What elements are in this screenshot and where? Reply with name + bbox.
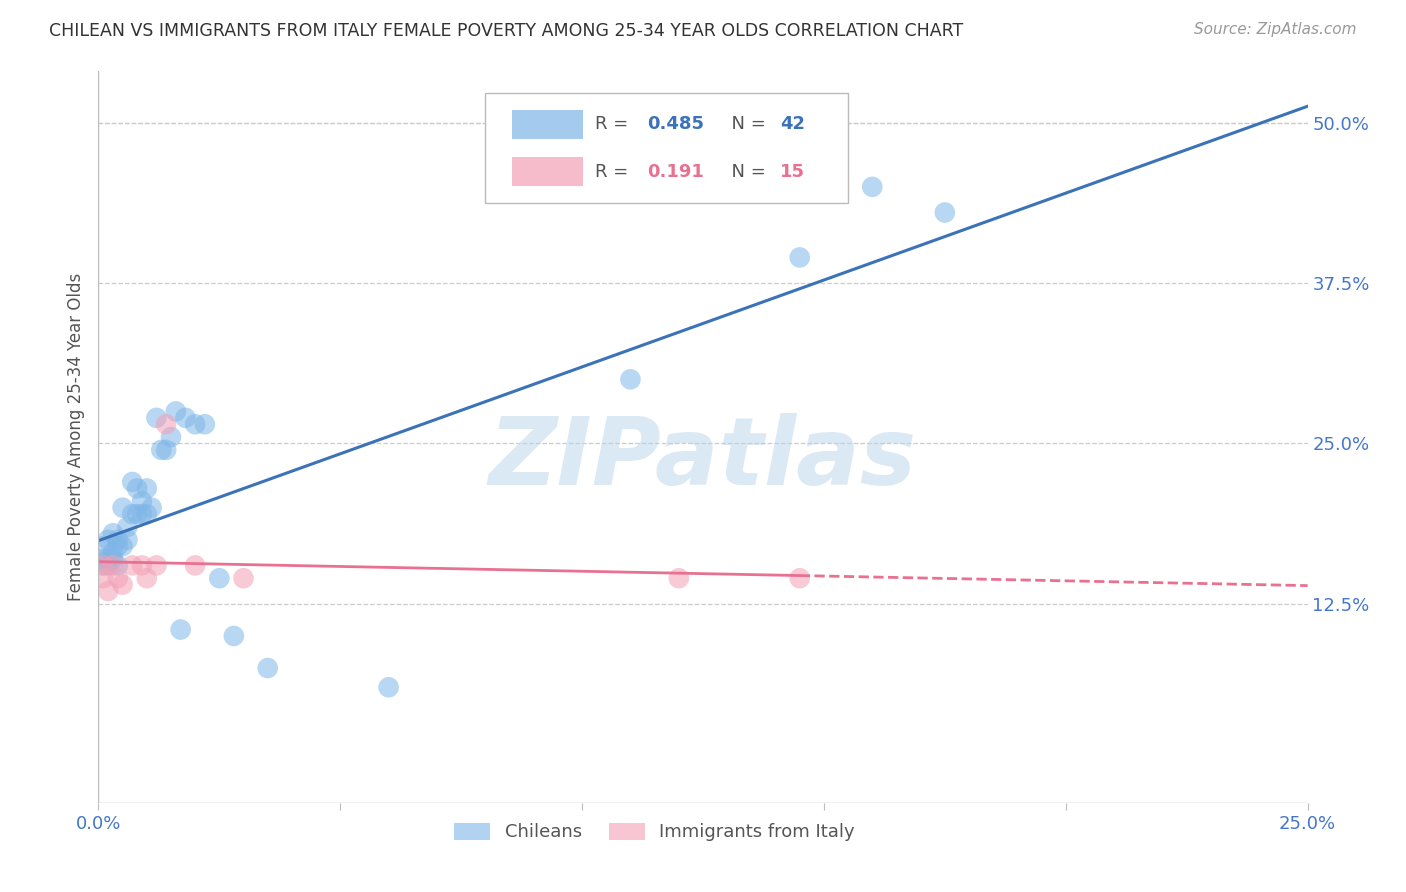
Point (155, 442, 177, 457)
Point (160, 430, 183, 444)
Point (131, 558, 153, 573)
Point (91, 539, 114, 553)
Text: ZIPatlas: ZIPatlas (489, 413, 917, 505)
Point (232, 571, 254, 585)
Point (127, 482, 149, 496)
Point (127, 507, 149, 521)
Point (135, 571, 157, 585)
Text: N =: N = (720, 163, 772, 181)
Point (668, 571, 690, 585)
Point (91, 558, 114, 573)
FancyBboxPatch shape (485, 94, 848, 203)
Point (256, 661, 278, 675)
Point (107, 533, 129, 547)
Y-axis label: Female Poverty Among 25-34 Year Olds: Female Poverty Among 25-34 Year Olds (66, 273, 84, 601)
Point (184, 558, 207, 573)
Legend: Chileans, Immigrants from Italy: Chileans, Immigrants from Italy (447, 815, 862, 848)
Text: CHILEAN VS IMMIGRANTS FROM ITALY FEMALE POVERTY AMONG 25-34 YEAR OLDS CORRELATIO: CHILEAN VS IMMIGRANTS FROM ITALY FEMALE … (49, 22, 963, 40)
Point (194, 417, 217, 432)
Point (145, 410, 167, 425)
Point (121, 475, 143, 489)
Point (131, 494, 153, 508)
Point (97, 558, 120, 573)
Point (107, 539, 129, 553)
Point (789, 251, 811, 265)
Point (91, 571, 114, 585)
Point (860, 179, 883, 194)
Point (111, 539, 134, 553)
Text: Source: ZipAtlas.com: Source: ZipAtlas.com (1194, 22, 1357, 37)
Point (97, 533, 120, 547)
Point (184, 417, 207, 432)
Text: 0.191: 0.191 (647, 163, 704, 181)
Point (117, 533, 139, 547)
Point (135, 482, 157, 496)
Point (107, 558, 129, 573)
Point (111, 500, 134, 515)
Point (121, 558, 143, 573)
Text: R =: R = (595, 115, 634, 134)
Text: 0.485: 0.485 (647, 115, 704, 134)
Point (789, 571, 811, 585)
Point (174, 410, 197, 425)
Point (377, 681, 399, 695)
Point (101, 552, 124, 566)
Point (208, 571, 231, 585)
Point (121, 507, 143, 521)
FancyBboxPatch shape (512, 157, 583, 186)
Point (91, 558, 114, 573)
Point (145, 558, 167, 573)
Point (155, 417, 177, 432)
Point (141, 500, 163, 515)
Text: N =: N = (720, 115, 772, 134)
Point (934, 205, 956, 219)
Point (150, 442, 173, 457)
FancyBboxPatch shape (512, 110, 583, 139)
Point (107, 571, 129, 585)
Point (97, 584, 120, 599)
Point (101, 545, 124, 559)
Point (131, 507, 153, 521)
Text: 42: 42 (780, 115, 806, 134)
Point (222, 629, 245, 643)
Point (169, 623, 191, 637)
Point (135, 507, 157, 521)
Point (101, 526, 124, 541)
Text: 15: 15 (780, 163, 806, 181)
Text: R =: R = (595, 163, 634, 181)
Point (97, 552, 120, 566)
Point (91, 552, 114, 566)
Point (101, 558, 124, 573)
Point (165, 404, 187, 418)
Point (111, 577, 134, 591)
Point (619, 372, 641, 386)
Point (117, 520, 139, 534)
